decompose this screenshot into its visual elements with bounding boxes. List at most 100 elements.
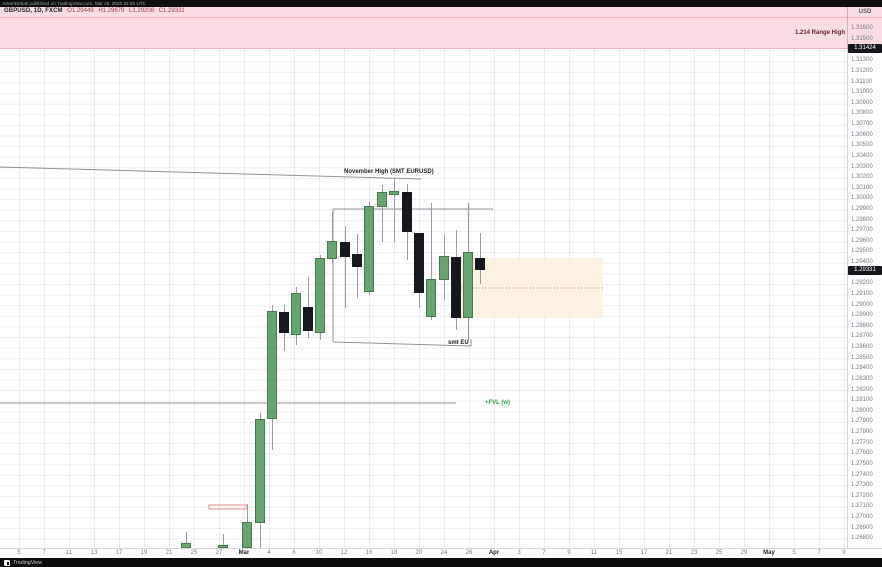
range-high-zone[interactable]	[0, 7, 882, 48]
currency-label: USD	[858, 9, 872, 15]
date-label: 13	[90, 550, 98, 556]
price-label: 1.29900	[851, 206, 873, 212]
tradingview-logo-icon[interactable]	[4, 559, 10, 566]
candle-body-up	[218, 544, 228, 548]
candle-body-up	[463, 252, 473, 319]
candle-body-up	[327, 241, 337, 260]
price-label: 1.30300	[851, 163, 873, 170]
november-high-trendline[interactable]	[0, 166, 422, 180]
date-label: 23	[690, 550, 698, 556]
candle-body-up	[377, 192, 387, 208]
date-label: 25	[190, 550, 198, 556]
price-label: 1.31200	[851, 67, 873, 74]
price-label: 1.27800	[851, 429, 873, 436]
price-label: 1.29100	[851, 290, 873, 297]
candle-body-up	[364, 206, 374, 292]
candle-wick	[222, 533, 224, 548]
chart-canvas[interactable]	[0, 0, 847, 548]
candle-body-up	[439, 256, 449, 280]
date-label: 6	[292, 550, 296, 556]
price-label: 1.26800	[851, 535, 873, 542]
date-label: 24	[440, 550, 448, 556]
price-label: 1.29800	[851, 216, 873, 223]
date-label: 17	[640, 550, 648, 556]
date-label: 9	[842, 550, 846, 556]
price-label: 1.30500	[851, 142, 873, 149]
candle-body-down	[352, 253, 362, 268]
price-label: 1.30600	[851, 131, 873, 138]
date-label: 7	[817, 550, 821, 556]
drawings-overlay	[0, 166, 603, 510]
price-label: 1.30800	[851, 110, 873, 117]
price-label: 1.30400	[851, 152, 873, 159]
close-value: C1.29331	[158, 8, 185, 14]
date-label: 5	[792, 550, 796, 556]
date-label: 3	[517, 550, 521, 556]
candle-wick	[381, 185, 383, 243]
candle-body-up	[291, 292, 301, 336]
price-label: 1.27500	[851, 460, 873, 467]
price-label: 1.28800	[851, 322, 873, 329]
price-tag: 1.29331	[848, 265, 882, 275]
price-label: 1.28700	[851, 333, 873, 340]
symbol-title: GBPUSD, 1D, FXCM	[4, 8, 63, 14]
date-label: 29	[740, 550, 748, 556]
open-value: O1.29449	[67, 8, 94, 14]
footer-bar: TradingView	[0, 558, 882, 567]
candle-body-down	[451, 257, 461, 319]
price-label: 1.29600	[851, 237, 873, 244]
candle-body-down	[475, 257, 485, 271]
date-label: 21	[165, 550, 173, 556]
smt-eu-label: smt EU	[448, 340, 469, 346]
price-label: 1.29200	[851, 280, 873, 287]
price-label: 1.29400	[851, 259, 873, 266]
price-label: 1.27900	[851, 418, 873, 425]
candle-body-down	[414, 232, 424, 293]
price-label: 1.30700	[851, 121, 873, 128]
smt-box-bottom-line[interactable]	[332, 341, 472, 347]
range-high-label: 1.214 Range High	[794, 30, 845, 36]
candle-body-down	[279, 311, 289, 333]
date-label: 18	[390, 550, 398, 556]
date-label: 26	[465, 550, 473, 556]
price-label: 1.27600	[851, 450, 873, 457]
date-axis[interactable]: 5 7 11 13 17 19 21 25 27 Mar 4 6 10 12 16 18 20 24 26 Apr 3 7…	[0, 549, 847, 558]
candle-body-up	[426, 279, 436, 317]
date-label: 27	[215, 550, 223, 556]
candle-body-up	[267, 311, 277, 420]
symbol-legend[interactable]: GBPUSD, 1D, FXCM O1.29449 H1.29679 L1.29…	[4, 8, 185, 14]
candle-body-up	[181, 542, 191, 548]
low-value: L1.29208	[129, 8, 155, 14]
tradingview-brand[interactable]: TradingView	[13, 559, 43, 566]
publish-bar: ArtemDebak published on TradingView.com,…	[0, 0, 882, 7]
publish-text: ArtemDebak published on TradingView.com,…	[2, 0, 146, 7]
price-label: 1.28100	[851, 397, 873, 404]
price-label: 1.31600	[851, 25, 873, 32]
price-label: 1.26900	[851, 524, 873, 531]
price-label: 1.27700	[851, 439, 873, 446]
date-label: 11	[590, 550, 598, 556]
candle-body-up	[389, 191, 399, 196]
price-axis[interactable]: USD 1.316001.315001.314001.313001.312001…	[847, 0, 882, 548]
november-high-label: November High (SMT EURUSD)	[344, 169, 434, 175]
date-label: 9	[567, 550, 571, 556]
high-value: H1.29679	[98, 8, 125, 14]
date-label: 7	[42, 550, 46, 556]
candle-body-up	[242, 521, 252, 548]
price-label: 1.30200	[851, 174, 873, 181]
price-label: 1.28600	[851, 344, 873, 351]
price-label: 1.28200	[851, 386, 873, 393]
price-label: 1.28900	[851, 312, 873, 319]
candle-wick	[331, 212, 333, 263]
price-tag: 1.31424	[848, 43, 882, 53]
candle-wick	[393, 178, 395, 243]
price-label: 1.31500	[851, 36, 873, 43]
candle-body-down	[340, 242, 350, 258]
price-label: 1.27100	[851, 503, 873, 510]
date-label: Apr	[488, 550, 500, 556]
price-label: 1.30000	[851, 195, 873, 202]
candle-body-up	[255, 419, 265, 523]
candle-wick	[430, 202, 432, 321]
candle-wick	[344, 226, 346, 309]
candle-body-down	[402, 192, 412, 232]
